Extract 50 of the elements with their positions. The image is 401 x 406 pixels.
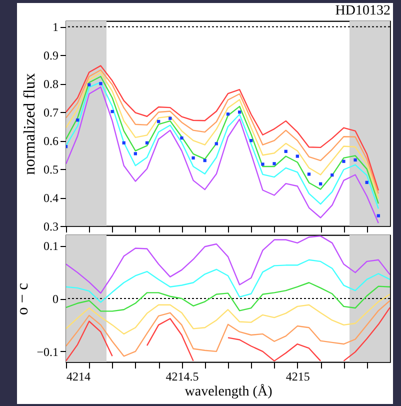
point	[307, 172, 311, 176]
point	[168, 116, 172, 120]
point	[134, 152, 138, 156]
y-tick-label: 1	[52, 20, 58, 34]
point	[214, 142, 218, 146]
line-series	[66, 235, 390, 294]
point	[122, 141, 126, 144]
y-axis-title: normalized flux	[22, 73, 38, 175]
point	[296, 154, 300, 158]
point	[250, 139, 253, 142]
point	[272, 162, 276, 166]
y-tick-label: −0.1	[36, 344, 58, 359]
line-series	[66, 259, 390, 303]
line-series	[66, 282, 390, 312]
point	[156, 120, 160, 124]
chart-title: HD10132	[335, 4, 390, 19]
line-series	[66, 294, 390, 335]
line-series	[66, 300, 390, 357]
y-tick-label: 0.8	[44, 77, 58, 92]
x-tick-label: 4215	[286, 370, 310, 384]
point	[99, 82, 102, 86]
y-tick-label: 0.7	[44, 106, 58, 120]
point	[354, 158, 357, 162]
point	[365, 180, 368, 184]
point	[238, 110, 242, 114]
y-tick-label: 0.6	[44, 134, 58, 148]
y-tick-label: 0.4	[44, 191, 58, 206]
y-tick-label: 0	[52, 292, 58, 306]
point	[203, 158, 206, 162]
point	[110, 110, 114, 114]
y-axis-title: o − c	[14, 282, 32, 316]
point	[226, 112, 230, 116]
point	[192, 156, 195, 160]
point	[318, 182, 322, 186]
y-tick-label: 0.1	[44, 239, 58, 254]
point	[145, 141, 149, 144]
x-axis-title: wavelength (Å)	[184, 384, 273, 400]
point	[342, 160, 346, 163]
point	[376, 214, 380, 218]
y-tick-label: 0.5	[44, 162, 58, 177]
point	[284, 150, 288, 153]
point	[88, 83, 91, 86]
x-tick-label: 4214.5	[166, 370, 199, 384]
point	[330, 173, 334, 177]
point	[180, 136, 184, 140]
point	[261, 162, 264, 166]
point	[76, 118, 80, 122]
y-tick-label: 0.9	[44, 48, 58, 63]
y-tick-label: 0.3	[44, 220, 58, 234]
x-tick-label: 4214	[66, 370, 90, 384]
